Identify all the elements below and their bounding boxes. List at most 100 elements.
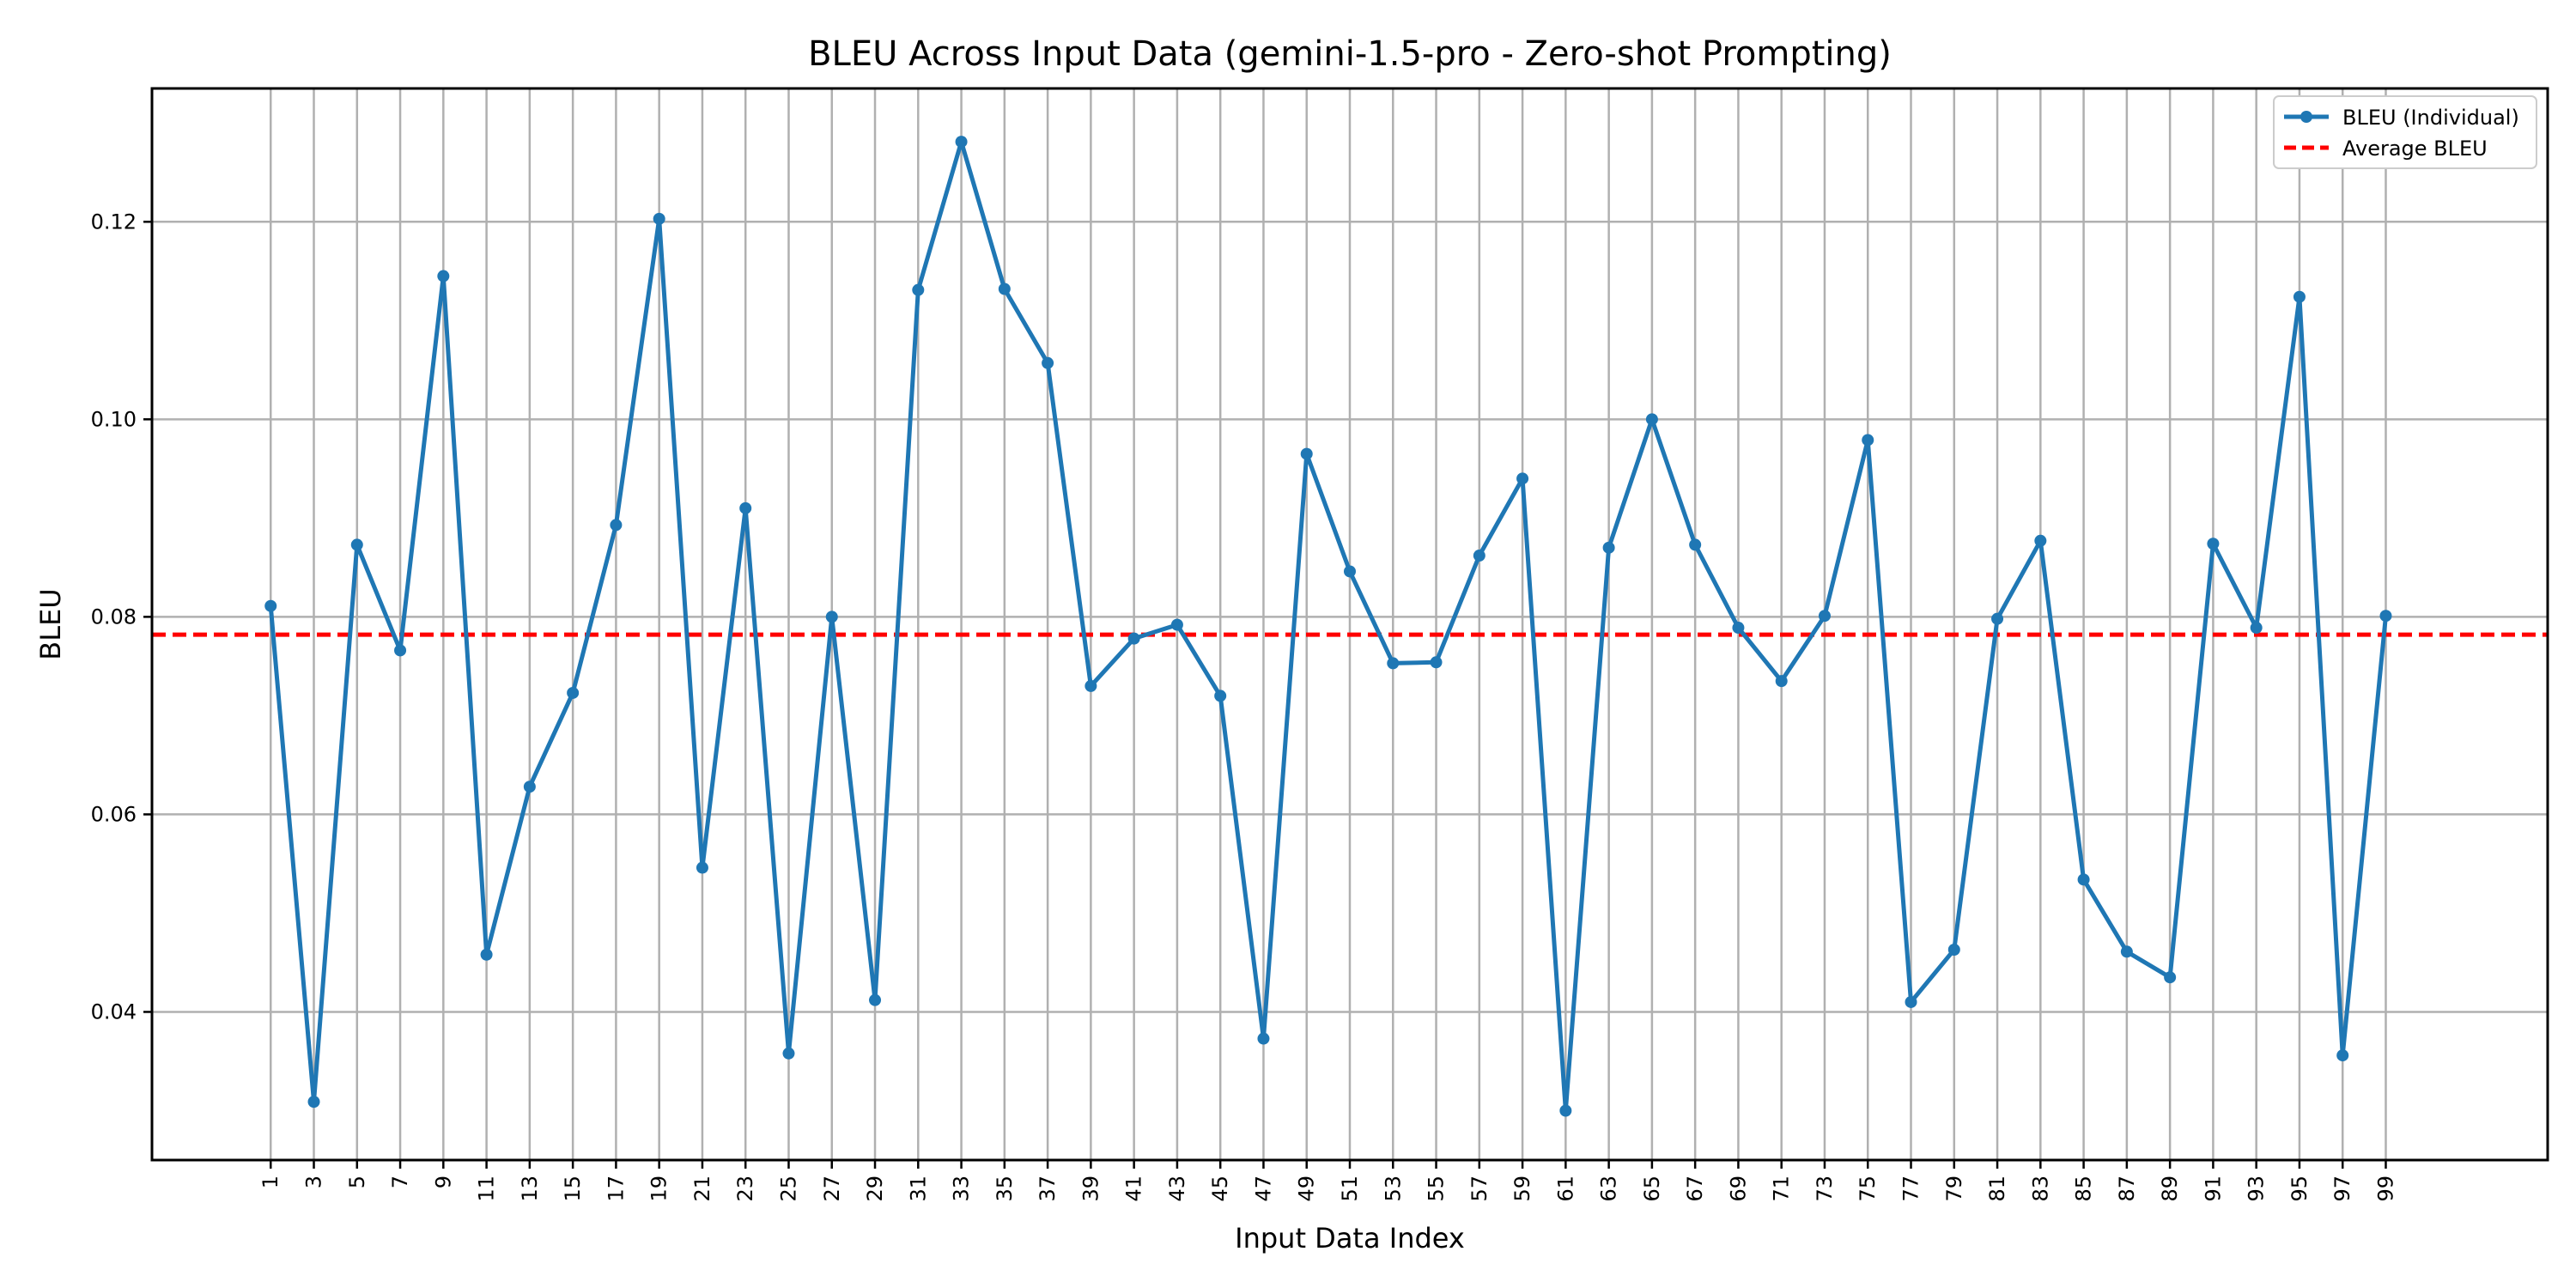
- legend: BLEU (Individual) Average BLEU: [2273, 95, 2537, 169]
- grid-layer: [152, 88, 2548, 1160]
- legend-box: [2273, 95, 2537, 169]
- bleu-data-point: [1602, 541, 1615, 554]
- x-tick-label: 45: [1208, 1176, 1232, 1202]
- x-tick-label: 35: [993, 1176, 1017, 1202]
- y-tick-label: 0.04: [91, 999, 137, 1024]
- bleu-data-point: [1257, 1032, 1270, 1045]
- x-tick-label: 97: [2330, 1176, 2354, 1202]
- y-tick-label: 0.12: [91, 210, 137, 234]
- x-tick-label: 27: [820, 1176, 844, 1202]
- bleu-individual-line: [268, 139, 2388, 1113]
- x-axis-label: Input Data Index: [1235, 1222, 1465, 1255]
- x-tick-label: 37: [1036, 1176, 1060, 1202]
- bleu-data-point: [1516, 472, 1529, 485]
- x-tick-label: 91: [2201, 1176, 2225, 1202]
- chart-title: BLEU Across Input Data (gemini-1.5-pro -…: [808, 34, 1892, 74]
- bleu-data-point: [912, 283, 925, 296]
- x-tick-label: 39: [1078, 1176, 1103, 1202]
- bleu-data-point: [1862, 434, 1874, 447]
- bleu-data-point: [1818, 610, 1831, 623]
- bleu-data-point: [955, 136, 968, 149]
- bleu-data-point: [1905, 995, 1917, 1008]
- bleu-data-point: [1775, 675, 1788, 688]
- x-tick-label: 1: [258, 1176, 283, 1188]
- bleu-data-point: [1084, 679, 1097, 692]
- legend-marker-bleu-individual: [2300, 111, 2312, 123]
- bleu-data-point: [1127, 632, 1140, 645]
- bleu-data-point: [523, 781, 536, 793]
- x-tick-label: 79: [1942, 1176, 1966, 1202]
- bleu-data-point: [264, 599, 277, 612]
- bleu-data-point: [782, 1047, 795, 1060]
- bleu-data-point: [1732, 622, 1745, 635]
- bleu-data-point: [437, 270, 450, 283]
- y-tick-label: 0.06: [91, 802, 137, 826]
- x-tick-label: 25: [776, 1176, 800, 1202]
- bleu-data-point: [1170, 618, 1183, 631]
- x-tick-label: 61: [1553, 1176, 1577, 1202]
- x-tick-label: 29: [863, 1176, 887, 1202]
- bleu-data-point: [2336, 1049, 2349, 1062]
- bleu-data-point: [1387, 657, 1400, 670]
- bleu-data-point: [2379, 610, 2392, 623]
- bleu-data-point: [2207, 538, 2220, 550]
- bleu-data-point: [739, 501, 752, 514]
- bleu-data-point: [610, 519, 623, 532]
- x-tick-label: 63: [1597, 1176, 1621, 1202]
- x-tick-label: 93: [2245, 1176, 2269, 1202]
- x-tick-label: 65: [1640, 1176, 1664, 1202]
- bleu-data-point: [567, 686, 580, 699]
- x-tick-label: 75: [1856, 1176, 1880, 1202]
- x-tick-label: 47: [1251, 1176, 1275, 1202]
- x-tick-label: 77: [1899, 1176, 1923, 1202]
- bleu-data-point: [1430, 656, 1443, 669]
- x-tick-label: 17: [604, 1176, 628, 1202]
- x-tick-label: 85: [2072, 1176, 2096, 1202]
- legend-label-bleu-individual: BLEU (Individual): [2342, 106, 2519, 130]
- x-tick-label: 87: [2115, 1176, 2139, 1202]
- bleu-data-point: [1473, 550, 1485, 562]
- bleu-data-point: [1300, 447, 1313, 460]
- x-tick-label: 31: [906, 1176, 930, 1202]
- bleu-data-point: [653, 212, 665, 225]
- x-tick-label: 53: [1381, 1176, 1405, 1202]
- bleu-data-point: [2077, 873, 2090, 886]
- bleu-data-point: [2120, 945, 2133, 958]
- bleu-data-point: [480, 948, 493, 961]
- x-tick-label: 19: [647, 1176, 671, 1202]
- x-tick-label: 55: [1425, 1176, 1449, 1202]
- bleu-data-point: [2250, 622, 2263, 635]
- x-tick-label: 69: [1726, 1176, 1750, 1202]
- x-tick-label: 59: [1510, 1176, 1534, 1202]
- x-tick-label: 5: [345, 1176, 369, 1188]
- x-tick-label: 51: [1338, 1176, 1362, 1202]
- bleu-data-point: [1214, 690, 1227, 702]
- x-tick-label: 81: [1985, 1176, 2009, 1202]
- y-axis-label: BLEU: [34, 588, 67, 659]
- series-layer: [264, 136, 2392, 1117]
- bleu-data-point: [350, 538, 363, 551]
- x-tick-label: 71: [1770, 1176, 1794, 1202]
- x-tick-label: 43: [1165, 1176, 1189, 1202]
- x-tick-label: 57: [1467, 1176, 1492, 1202]
- y-tick-label: 0.08: [91, 605, 137, 629]
- x-tick-label: 11: [475, 1176, 499, 1202]
- bleu-data-point: [1559, 1104, 1572, 1117]
- legend-label-average-bleu: Average BLEU: [2342, 137, 2488, 161]
- bleu-data-point: [1991, 612, 2004, 625]
- x-tick-label: 9: [431, 1176, 455, 1188]
- x-tick-label: 33: [950, 1176, 974, 1202]
- x-tick-label: 13: [518, 1176, 542, 1202]
- bleu-data-point: [2293, 290, 2306, 303]
- x-tick-label: 99: [2373, 1176, 2397, 1202]
- y-tick-label: 0.10: [91, 407, 137, 431]
- bleu-data-point: [2164, 971, 2177, 984]
- x-tick-label: 3: [302, 1176, 326, 1188]
- bleu-data-point: [1344, 565, 1356, 578]
- bleu-data-point: [1645, 413, 1658, 426]
- bleu-data-point: [307, 1096, 320, 1109]
- bleu-data-point: [869, 993, 882, 1006]
- x-tick-label: 49: [1295, 1176, 1319, 1202]
- bleu-data-point: [998, 283, 1011, 295]
